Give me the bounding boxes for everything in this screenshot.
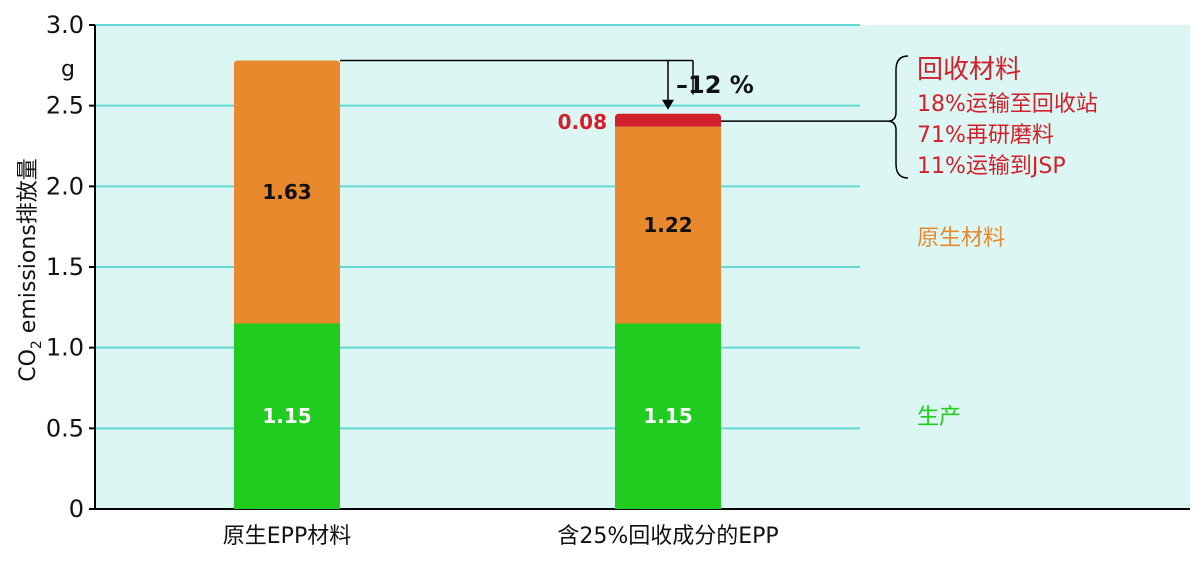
data-label: 1.15 (262, 404, 311, 428)
legend-recycled-item: 18%运输至回收站 (917, 92, 1098, 117)
data-label: 1.15 (643, 404, 692, 428)
data-label: 1.22 (643, 213, 692, 237)
y-tick-label: 1.5 (46, 253, 84, 281)
bars: 1.15 1.63 1.15 1.22 0.08 (234, 60, 721, 509)
reduction-arrow-head (662, 99, 674, 110)
data-label: 0.08 (558, 110, 607, 134)
bar-segment (234, 60, 340, 324)
bar-segment (615, 323, 721, 509)
bar-segment (234, 323, 340, 509)
x-tick-label: 原生EPP材料 (223, 524, 351, 549)
legend-recycled-item: 11%运输到JSP (917, 154, 1066, 179)
legend-recycled-item: 71%再研磨料 (917, 123, 1054, 148)
legend-production: 生产 (917, 405, 961, 430)
y-tick-label: 3.0 (46, 11, 84, 39)
y-unit-label: g (61, 57, 75, 82)
y-tick-label: 1.0 (46, 334, 84, 362)
gridlines (95, 24, 860, 430)
y-tick-label: 0 (69, 495, 84, 523)
bar-segment (615, 113, 721, 127)
legend-recycled-title: 回收材料 (917, 55, 1021, 85)
y-axis-label: CO2 emissions排放量 (16, 158, 45, 382)
y-tick-label: 2.0 (46, 172, 84, 200)
legend-virgin: 原生材料 (917, 226, 1005, 251)
data-label: 1.63 (262, 180, 311, 204)
y-tick-labels: 0 0.5 1.0 1.5 2.0 2.5 3.0 (46, 11, 95, 523)
x-tick-label: 含25%回收成分的EPP (557, 524, 778, 549)
y-tick-label: 0.5 (46, 414, 84, 442)
recycled-brace (887, 55, 909, 179)
reduction-label: –12 % (676, 71, 754, 99)
reduction-annotation: –12 % (340, 59, 754, 110)
y-tick-label: 2.5 (46, 92, 84, 120)
x-tick-labels: 原生EPP材料 含25%回收成分的EPP (223, 524, 779, 549)
bar-segment (615, 126, 721, 324)
